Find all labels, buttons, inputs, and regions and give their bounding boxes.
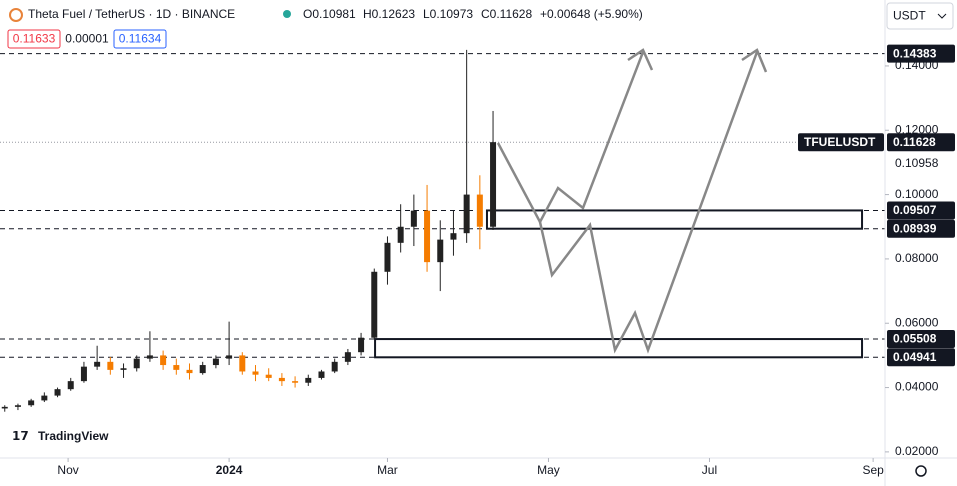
candle-body [67, 381, 74, 390]
dropdown-icon [937, 13, 947, 19]
settings-icon[interactable] [915, 465, 927, 477]
candle-body [80, 366, 87, 382]
y-tick-label: 0.12000 [895, 122, 939, 136]
logo-mark: 𝟭𝟳 [12, 429, 29, 443]
y-tick-label: 0.08000 [895, 251, 939, 265]
ohlc-open: O0.10981 [303, 7, 356, 21]
candle-body [41, 395, 48, 401]
symbol-label: TFUELUSDT [804, 135, 876, 149]
candle-body [463, 194, 470, 234]
last-price-label: 0.11628 [893, 135, 936, 149]
ohlc-high: H0.12623 [363, 7, 415, 21]
zone [374, 338, 864, 359]
zone-label-box [887, 348, 955, 367]
last-price-label-box [887, 133, 955, 152]
candle-body [133, 358, 140, 369]
candle-body [94, 361, 101, 367]
x-tick-label: Jul [702, 463, 717, 477]
candle-body [160, 355, 167, 366]
candle-body [490, 142, 497, 227]
candle-body [107, 361, 114, 370]
candle-body [305, 377, 312, 383]
candle-body [358, 337, 365, 353]
zone-label-box [887, 330, 955, 349]
candle-body [173, 365, 180, 370]
projection-arrows [496, 48, 768, 354]
sell-price: 0.11633 [13, 32, 56, 46]
candle-body [292, 381, 299, 383]
ohlc-close: C0.11628 [481, 7, 532, 21]
level-label-box [887, 44, 955, 63]
arrow-head [741, 48, 768, 73]
buy-button[interactable] [113, 29, 167, 49]
ohlc-change: +0.00648 (+5.90%) [540, 7, 643, 21]
zone-label: 0.08939 [893, 221, 937, 235]
candle-body [384, 242, 391, 272]
x-tick-label: Mar [377, 463, 398, 477]
zone-label-box [887, 219, 955, 238]
zone-label: 0.05508 [893, 332, 937, 346]
logo: TradingView [38, 429, 109, 443]
candle-body [424, 210, 431, 263]
y-tick-label: 0.10000 [895, 187, 939, 201]
candle-body [371, 271, 378, 338]
currency-selector[interactable] [886, 2, 954, 30]
x-tick-label: 2024 [216, 463, 243, 477]
zone-label: 0.09507 [893, 203, 937, 217]
spread: 0.00001 [65, 32, 109, 46]
ohlc-low: L0.10973 [423, 7, 473, 21]
candle-body [199, 365, 206, 374]
candle-body [186, 369, 193, 374]
candle-body [476, 194, 483, 227]
candle-body [331, 361, 338, 372]
candle-body [278, 377, 285, 382]
candle-body [265, 374, 272, 378]
y-tick-label: 0.04000 [895, 380, 939, 394]
x-tick-label: Sep [862, 463, 884, 477]
candle-body [450, 233, 457, 240]
x-tick-label: May [537, 463, 560, 477]
plot-area [0, 49, 885, 412]
sell-button[interactable] [7, 29, 61, 49]
symbol-title[interactable]: Theta Fuel / TetherUS · 1D · BINANCE [28, 7, 235, 21]
candle-body [226, 355, 233, 359]
y-tick-label: 0.06000 [895, 315, 939, 329]
candle-body [239, 355, 246, 372]
axis-marker: 0.10958 [895, 156, 939, 170]
candle-body [28, 400, 35, 406]
candle-body [1, 406, 8, 409]
candle-body [212, 358, 219, 366]
candle-body [54, 389, 61, 396]
symbol-box [798, 133, 884, 152]
projection-path [496, 51, 645, 225]
candle-body [437, 239, 444, 263]
projection-path [538, 51, 759, 354]
level-label: 0.14383 [893, 46, 937, 60]
market-status [283, 10, 291, 18]
y-tick-label: 0.02000 [895, 444, 939, 458]
currency: USDT [893, 9, 926, 23]
candle-body [318, 371, 325, 378]
zone [485, 209, 864, 230]
candle-body [120, 368, 127, 370]
arrow-head [627, 48, 654, 71]
symbol-icon [9, 8, 23, 22]
zone-label: 0.04941 [893, 350, 937, 364]
buy-price: 0.11634 [119, 32, 162, 46]
candle-body [344, 352, 351, 362]
candle-body [410, 210, 417, 227]
candle-body [397, 226, 404, 243]
candle-body [14, 405, 21, 407]
candle-body [252, 371, 259, 375]
candle-body [146, 355, 153, 359]
x-tick-label: Nov [57, 463, 78, 477]
zone-label-box [887, 201, 955, 220]
